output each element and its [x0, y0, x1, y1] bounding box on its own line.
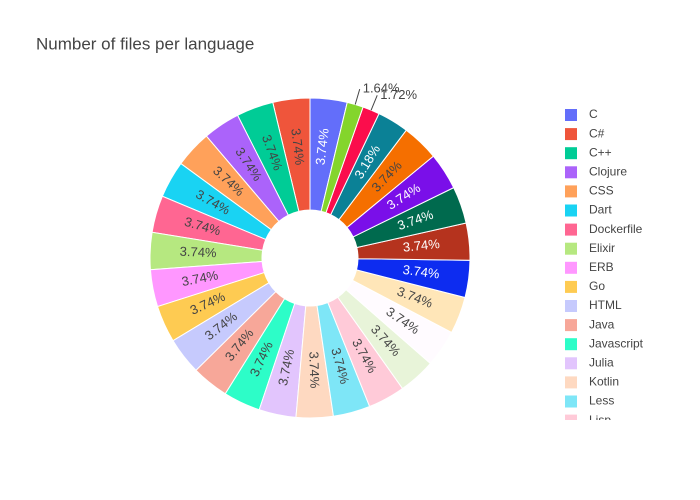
- legend-label[interactable]: Java: [589, 317, 615, 331]
- legend-label[interactable]: C#: [589, 126, 605, 140]
- legend-label[interactable]: C: [589, 107, 598, 121]
- legend-swatch[interactable]: [565, 261, 577, 274]
- legend-swatch[interactable]: [565, 185, 577, 198]
- data-label: 3.74%: [275, 347, 297, 387]
- legend-label[interactable]: Javascript: [589, 336, 644, 350]
- legend-label[interactable]: Kotlin: [589, 375, 619, 389]
- data-label: 1.72%: [380, 87, 417, 102]
- legend-swatch[interactable]: [565, 166, 577, 179]
- legend-swatch[interactable]: [565, 414, 577, 427]
- legend-label[interactable]: ERB: [589, 260, 614, 274]
- data-label: 3.74%: [179, 244, 217, 261]
- legend-swatch[interactable]: [565, 319, 577, 332]
- legend-swatch[interactable]: [565, 204, 577, 217]
- pie: 3.74% 3.74% 3.74% 3.74% 3.74% 3.74% 3.74% 3.74%…: [149, 81, 471, 419]
- legend-label[interactable]: Less: [589, 394, 614, 408]
- legend-swatch[interactable]: [565, 300, 577, 312]
- data-label: 1.64%: [363, 81, 400, 96]
- pie-slice: [320, 101, 364, 214]
- legend-label[interactable]: CSS: [589, 184, 614, 198]
- data-label: 3.74%: [288, 127, 307, 166]
- legend-swatch[interactable]: [565, 242, 577, 255]
- legend-swatch[interactable]: [565, 109, 577, 121]
- legend-swatch[interactable]: [565, 395, 577, 408]
- legend-label[interactable]: Dart: [589, 203, 612, 217]
- legend-label[interactable]: Elixir: [589, 241, 615, 255]
- data-label: 3.74%: [180, 267, 219, 289]
- legend-swatch[interactable]: [565, 223, 577, 236]
- leader-line: [370, 95, 378, 111]
- chart-title: Number of files per language: [36, 34, 254, 53]
- legend-swatch[interactable]: [565, 338, 577, 351]
- leader-line: [354, 89, 361, 105]
- data-label: 3.74%: [312, 127, 331, 166]
- data-label: 3.74%: [402, 236, 441, 255]
- legend-label[interactable]: C++: [589, 145, 612, 159]
- legend-swatch[interactable]: [565, 376, 577, 389]
- legend-label[interactable]: Clojure: [589, 164, 627, 178]
- legend-swatch[interactable]: [565, 147, 577, 160]
- legend-label[interactable]: Julia: [589, 355, 614, 369]
- legend-label[interactable]: HTML: [589, 298, 622, 312]
- legend-swatch[interactable]: [565, 280, 577, 293]
- legend-label[interactable]: Go: [589, 279, 605, 293]
- legend-label[interactable]: Lisp: [589, 413, 611, 427]
- legend-swatch[interactable]: [565, 357, 577, 370]
- legend-label[interactable]: Dockerfile: [589, 222, 643, 236]
- data-label: 3.74%: [402, 262, 441, 282]
- legend-swatch[interactable]: [565, 128, 577, 141]
- data-label: 3.74%: [306, 351, 322, 389]
- legend: C C# C++ Clojure CSS Dart Dockerfile Elixir ERB G…: [565, 107, 644, 427]
